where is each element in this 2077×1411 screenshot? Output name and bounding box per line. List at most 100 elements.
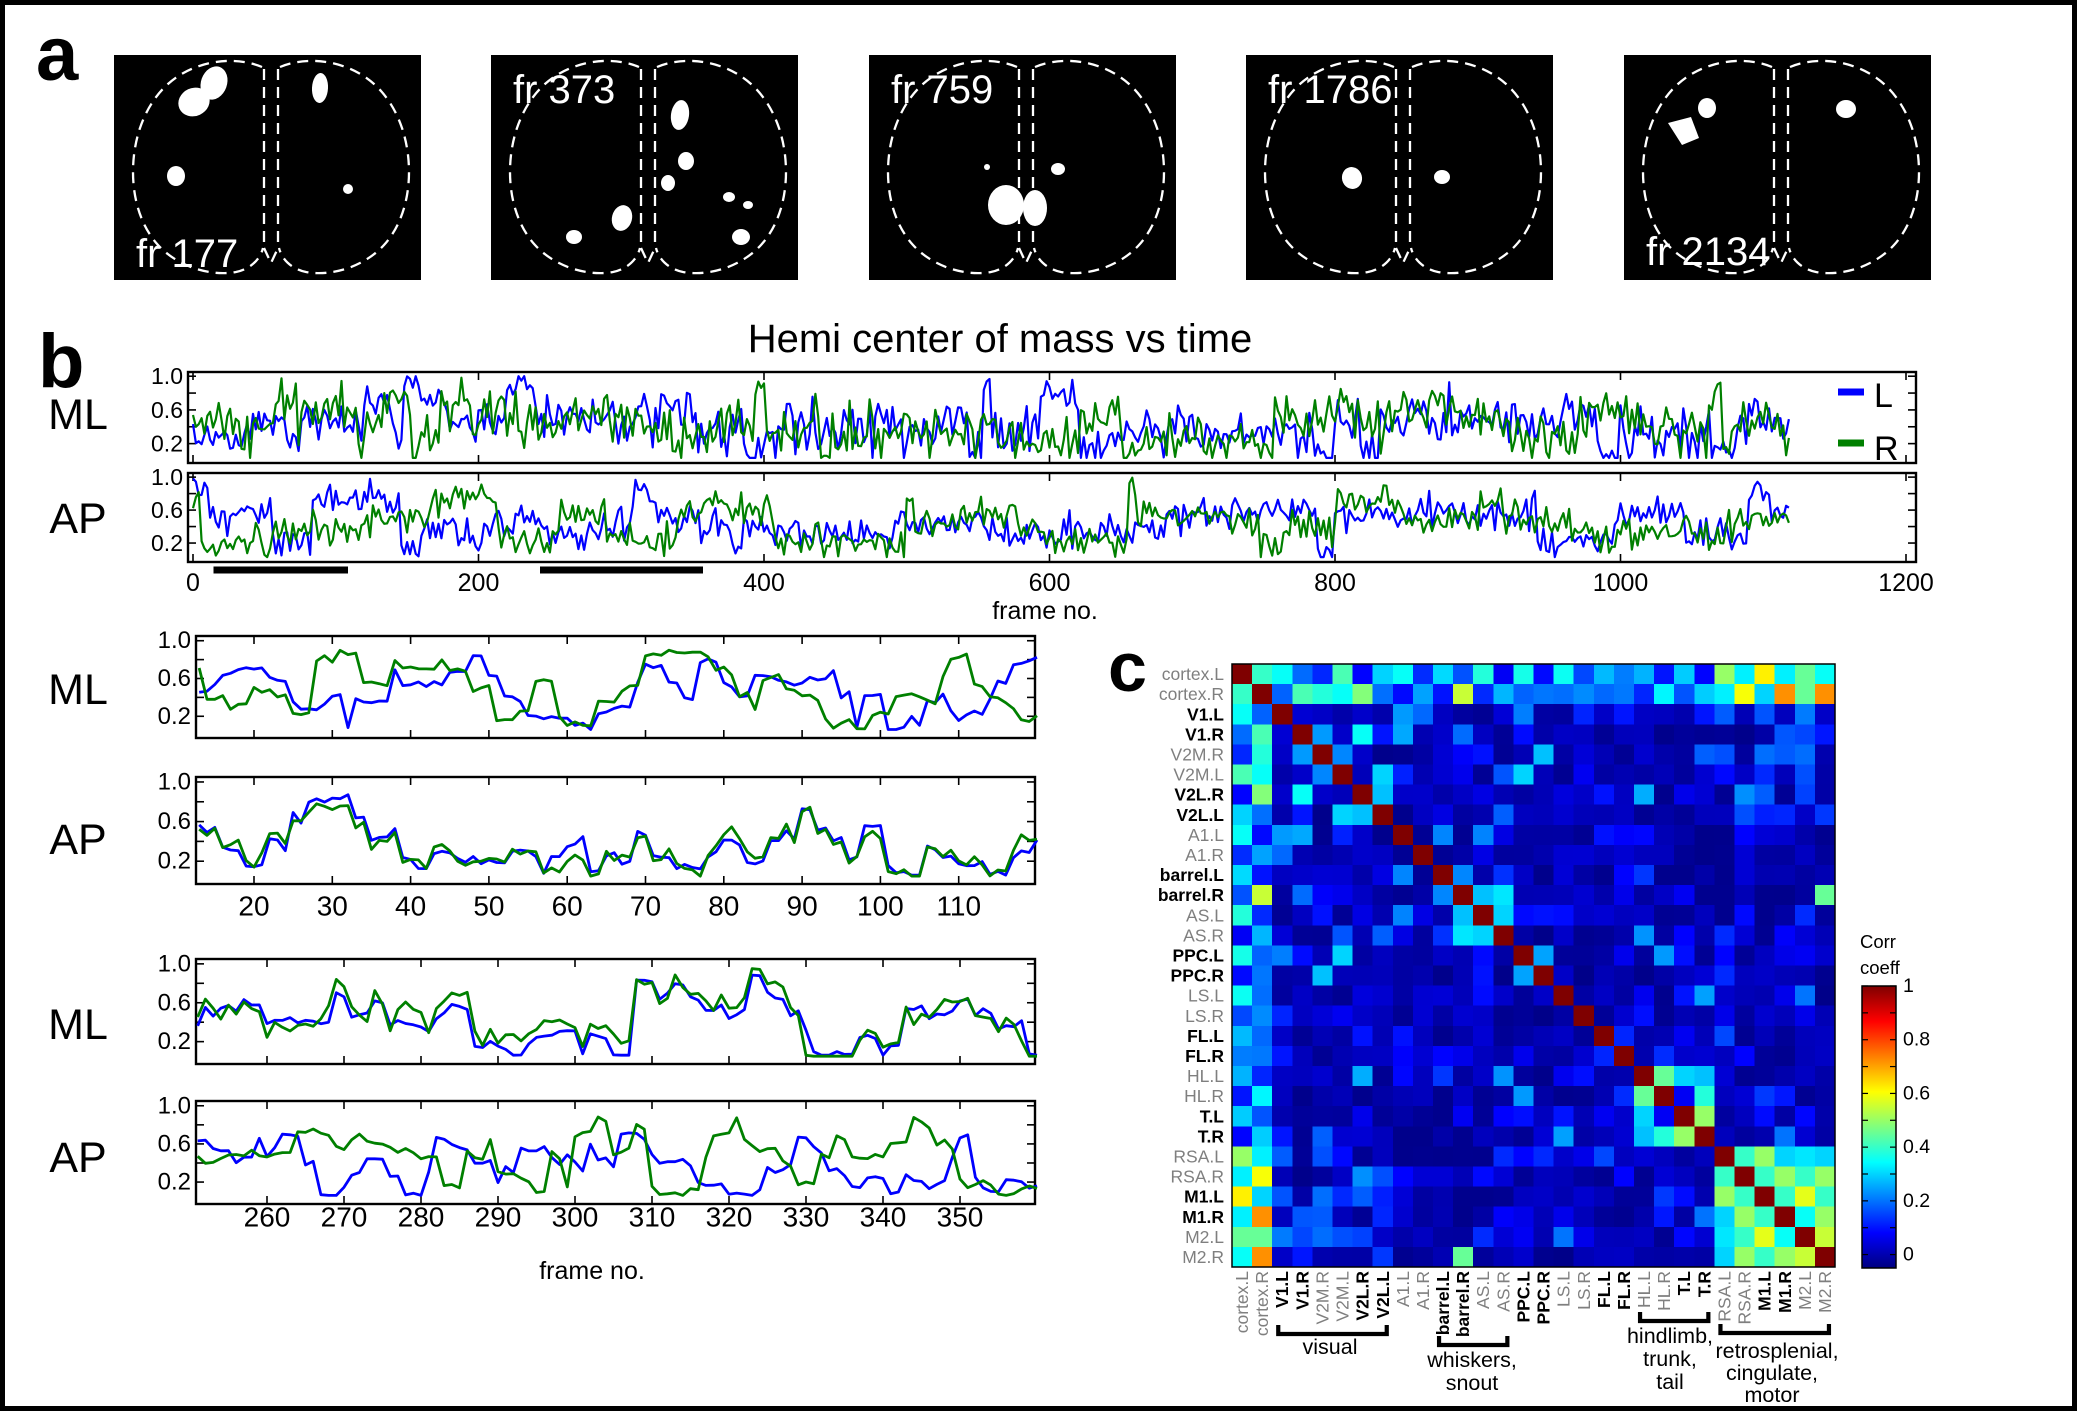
svg-text:cortex.R: cortex.R	[1252, 1271, 1272, 1336]
svg-text:FL.L: FL.L	[1594, 1271, 1614, 1308]
svg-text:320: 320	[706, 1202, 753, 1233]
svg-text:L: L	[1874, 377, 1893, 415]
svg-text:RSA.L: RSA.L	[1173, 1146, 1224, 1166]
svg-text:A1.L: A1.L	[1393, 1271, 1413, 1307]
svg-text:fr 1786: fr 1786	[1268, 68, 1393, 112]
svg-text:FL.R: FL.R	[1614, 1271, 1634, 1310]
svg-text:330: 330	[783, 1202, 830, 1233]
svg-text:1.0: 1.0	[151, 464, 183, 490]
svg-text:frame no.: frame no.	[992, 597, 1098, 625]
svg-text:M2.R: M2.R	[1182, 1247, 1224, 1267]
svg-text:Hemi center of mass vs time: Hemi center of mass vs time	[748, 317, 1253, 361]
svg-text:V2L.L: V2L.L	[1176, 805, 1224, 825]
svg-text:cortex.R: cortex.R	[1159, 684, 1224, 704]
svg-text:V2L.L: V2L.L	[1373, 1271, 1393, 1319]
svg-text:0.2: 0.2	[158, 848, 191, 875]
svg-text:80: 80	[708, 891, 739, 922]
svg-text:ML: ML	[48, 391, 108, 439]
svg-text:310: 310	[629, 1202, 676, 1233]
svg-text:LS.L: LS.L	[1188, 986, 1224, 1006]
svg-text:280: 280	[398, 1202, 445, 1233]
svg-text:340: 340	[860, 1202, 907, 1233]
svg-text:retrosplenial,: retrosplenial,	[1715, 1339, 1838, 1363]
svg-text:PPC.R: PPC.R	[1171, 966, 1225, 986]
svg-text:0.2: 0.2	[151, 530, 183, 556]
svg-text:M1.L: M1.L	[1755, 1271, 1775, 1311]
svg-text:c: c	[1108, 628, 1147, 706]
svg-text:LS.R: LS.R	[1185, 1006, 1224, 1026]
svg-text:1.0: 1.0	[158, 627, 191, 654]
svg-text:A1.R: A1.R	[1413, 1271, 1433, 1310]
svg-text:RSA.R: RSA.R	[1735, 1271, 1755, 1324]
svg-text:20: 20	[238, 891, 269, 922]
svg-text:cortex.L: cortex.L	[1232, 1271, 1252, 1334]
svg-text:whiskers,: whiskers,	[1426, 1348, 1517, 1372]
svg-text:290: 290	[475, 1202, 522, 1233]
svg-text:LS.R: LS.R	[1574, 1271, 1594, 1310]
svg-text:barrel.L: barrel.L	[1160, 865, 1224, 885]
svg-text:V2L.R: V2L.R	[1353, 1271, 1373, 1321]
svg-text:260: 260	[244, 1202, 291, 1233]
svg-text:V2M.L: V2M.L	[1173, 765, 1224, 785]
svg-text:1.0: 1.0	[158, 768, 191, 795]
svg-text:HL.R: HL.R	[1654, 1271, 1674, 1311]
svg-text:FL.L: FL.L	[1187, 1026, 1224, 1046]
svg-text:60: 60	[552, 891, 583, 922]
svg-text:T.L: T.L	[1200, 1106, 1225, 1126]
svg-text:0.6: 0.6	[158, 1130, 191, 1157]
svg-text:fr 373: fr 373	[513, 68, 615, 112]
svg-text:fr 759: fr 759	[891, 68, 993, 112]
svg-text:barrel.L: barrel.L	[1433, 1271, 1453, 1335]
svg-text:A1.L: A1.L	[1188, 825, 1224, 845]
svg-text:ML: ML	[48, 666, 108, 714]
svg-text:ML: ML	[48, 1001, 108, 1049]
svg-text:tail: tail	[1656, 1370, 1683, 1394]
svg-text:M1.R: M1.R	[1182, 1207, 1224, 1227]
svg-text:0.2: 0.2	[158, 1028, 191, 1055]
svg-text:AS.L: AS.L	[1473, 1271, 1493, 1309]
svg-text:trunk,: trunk,	[1643, 1347, 1697, 1371]
svg-text:barrel.R: barrel.R	[1453, 1271, 1473, 1337]
svg-text:visual: visual	[1303, 1335, 1358, 1359]
svg-text:0.6: 0.6	[151, 497, 183, 523]
svg-text:M1.R: M1.R	[1775, 1271, 1795, 1313]
svg-text:M2.R: M2.R	[1815, 1271, 1835, 1313]
svg-text:800: 800	[1314, 569, 1356, 597]
svg-text:1.0: 1.0	[151, 363, 183, 389]
svg-text:AP: AP	[49, 495, 106, 543]
svg-text:fr 177: fr 177	[136, 232, 238, 276]
svg-text:R: R	[1874, 430, 1899, 468]
svg-text:110: 110	[936, 891, 981, 922]
svg-text:300: 300	[552, 1202, 599, 1233]
svg-text:AP: AP	[49, 1134, 106, 1182]
svg-text:fr 2134: fr 2134	[1646, 230, 1771, 274]
svg-text:90: 90	[787, 891, 818, 922]
svg-text:270: 270	[321, 1202, 368, 1233]
svg-text:HL.R: HL.R	[1184, 1086, 1224, 1106]
svg-text:a: a	[36, 12, 79, 97]
svg-text:Corr: Corr	[1860, 931, 1896, 952]
svg-text:V2M.R: V2M.R	[1313, 1271, 1333, 1324]
svg-text:cingulate,: cingulate,	[1726, 1361, 1818, 1385]
svg-text:AS.R: AS.R	[1183, 925, 1224, 945]
svg-text:RSA.R: RSA.R	[1171, 1167, 1224, 1187]
svg-text:0.6: 0.6	[158, 808, 191, 835]
svg-text:40: 40	[395, 891, 426, 922]
svg-text:350: 350	[937, 1202, 984, 1233]
svg-text:frame no.: frame no.	[539, 1257, 645, 1285]
svg-text:1: 1	[1903, 975, 1914, 997]
svg-text:AS.R: AS.R	[1493, 1271, 1513, 1312]
svg-text:cortex.L: cortex.L	[1162, 664, 1225, 684]
svg-text:V1.R: V1.R	[1185, 724, 1224, 744]
svg-text:PPC.R: PPC.R	[1534, 1271, 1554, 1325]
svg-text:1.0: 1.0	[158, 950, 191, 977]
svg-text:400: 400	[743, 569, 785, 597]
svg-text:0.2: 0.2	[158, 1169, 191, 1196]
svg-text:0.4: 0.4	[1903, 1136, 1930, 1158]
svg-text:PPC.L: PPC.L	[1514, 1271, 1534, 1323]
svg-text:1.0: 1.0	[158, 1092, 191, 1119]
svg-text:b: b	[38, 319, 84, 404]
svg-text:barrel.R: barrel.R	[1158, 885, 1224, 905]
svg-text:T.R: T.R	[1198, 1126, 1225, 1146]
svg-text:V1.R: V1.R	[1292, 1271, 1312, 1310]
